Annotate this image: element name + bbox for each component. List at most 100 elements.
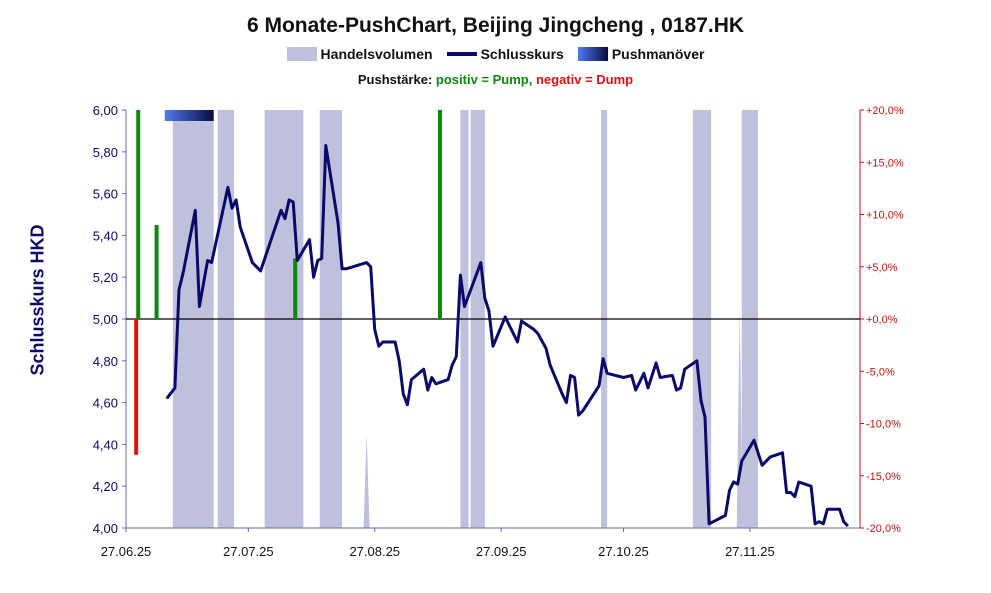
push-note-prefix: Pushstärke: (357, 72, 433, 87)
legend-volume-swatch (286, 47, 317, 61)
close-price-point (178, 289, 180, 291)
y-tick-label: 4,60 (93, 396, 118, 411)
dump-bar (134, 319, 139, 455)
close-price-point (337, 222, 339, 224)
close-price-point (578, 414, 580, 416)
close-price-point (655, 362, 657, 364)
close-price-point (843, 521, 845, 523)
close-price-point (839, 508, 841, 510)
close-price-point (288, 199, 290, 201)
close-price-point (182, 272, 184, 274)
x-tick-label: 27.11.25 (725, 544, 775, 559)
legend-volume-label: Handelsvolumen (320, 46, 433, 62)
close-price-point (790, 491, 792, 493)
close-price-point (260, 270, 262, 272)
close-price-point (847, 525, 849, 527)
legend-push-label: Pushmanöver (611, 46, 705, 62)
close-price-point (676, 389, 677, 391)
close-price-point (818, 521, 820, 523)
close-price-point (455, 356, 457, 358)
y2-tick-label: +20,0% (866, 105, 904, 117)
close-price-point (741, 460, 743, 462)
close-price-point (684, 368, 686, 370)
y2-tick-label: +0,0% (866, 314, 898, 326)
close-price-point (798, 481, 800, 483)
y-tick-label: 6,00 (93, 103, 118, 118)
y-tick-label: 5,00 (93, 312, 118, 327)
close-price-point (410, 379, 412, 381)
y-tick-label: 4,40 (93, 437, 118, 452)
close-price-point (374, 328, 376, 330)
close-price-point (325, 145, 327, 147)
close-price-point (622, 377, 624, 379)
close-price-point (814, 523, 816, 525)
close-price-point (737, 483, 739, 485)
close-price-point (647, 387, 649, 389)
y-tick-label: 5,40 (93, 228, 118, 243)
y2-tick-label: +5,0% (866, 262, 898, 274)
close-price-point (251, 262, 253, 264)
volume-spike (363, 433, 370, 528)
close-price-line (165, 144, 849, 527)
x-tick-label: 27.06.25 (101, 544, 152, 559)
y-tick-label: 5,80 (93, 145, 118, 160)
close-price-point (480, 262, 482, 264)
close-price-point (447, 379, 449, 381)
close-price-point (435, 383, 437, 385)
close-price-point (382, 341, 384, 343)
pump-bar (437, 110, 442, 319)
y-tick-label: 5,60 (93, 187, 118, 202)
close-price-point (753, 439, 755, 441)
close-price-point (826, 508, 828, 510)
close-price-point (729, 489, 731, 491)
close-price-point (602, 358, 604, 360)
close-price-point (704, 416, 706, 418)
close-price-point (631, 374, 633, 376)
close-price-point (463, 305, 465, 307)
legend-volume: Handelsvolumen (286, 46, 433, 62)
close-price-point (782, 452, 784, 454)
close-price-point (606, 372, 608, 374)
close-price-point (235, 199, 237, 201)
close-price-point (280, 209, 282, 211)
close-price-point (370, 266, 372, 268)
close-price-point (659, 377, 661, 379)
legend-close-label: Schlusskurs (480, 46, 564, 62)
legend-close-swatch (446, 52, 477, 56)
close-price-point (431, 377, 433, 379)
legend-close: Schlusskurs (446, 46, 564, 62)
push-note-positive: positiv = Pump, (435, 72, 533, 87)
close-price-point (521, 320, 523, 322)
close-price-point (533, 328, 535, 330)
close-price-point (321, 257, 323, 259)
close-price-point (537, 333, 539, 335)
close-price-point (565, 402, 567, 404)
close-price-point (696, 360, 698, 362)
close-price-point (569, 374, 571, 376)
close-price-point (207, 259, 209, 261)
close-price-point (549, 364, 551, 366)
close-price-point (398, 360, 400, 362)
close-price-point (516, 341, 518, 343)
y-tick-label: 5,20 (93, 270, 118, 285)
close-price-point (451, 364, 453, 366)
pump-bar (154, 224, 159, 319)
x-tick-label: 27.08.25 (349, 544, 400, 559)
close-price-point (700, 400, 702, 402)
close-price-point (309, 239, 310, 241)
close-price-point (427, 389, 429, 391)
y-tick-label: 4,80 (93, 354, 118, 369)
y2-tick-label: +10,0% (866, 210, 904, 222)
x-tick-label: 27.07.25 (223, 544, 274, 559)
push-manoeuvre-bar (164, 110, 214, 121)
close-price-point (769, 456, 771, 458)
volume-spike (746, 308, 753, 528)
legend-push: Pushmanöver (577, 46, 705, 62)
close-price-point (680, 387, 682, 389)
close-price-point (671, 374, 673, 376)
close-price-point (296, 259, 298, 261)
close-price-point (822, 523, 824, 525)
x-tick-label: 27.10.25 (598, 544, 649, 559)
y-tick-label: 4,00 (93, 521, 118, 536)
